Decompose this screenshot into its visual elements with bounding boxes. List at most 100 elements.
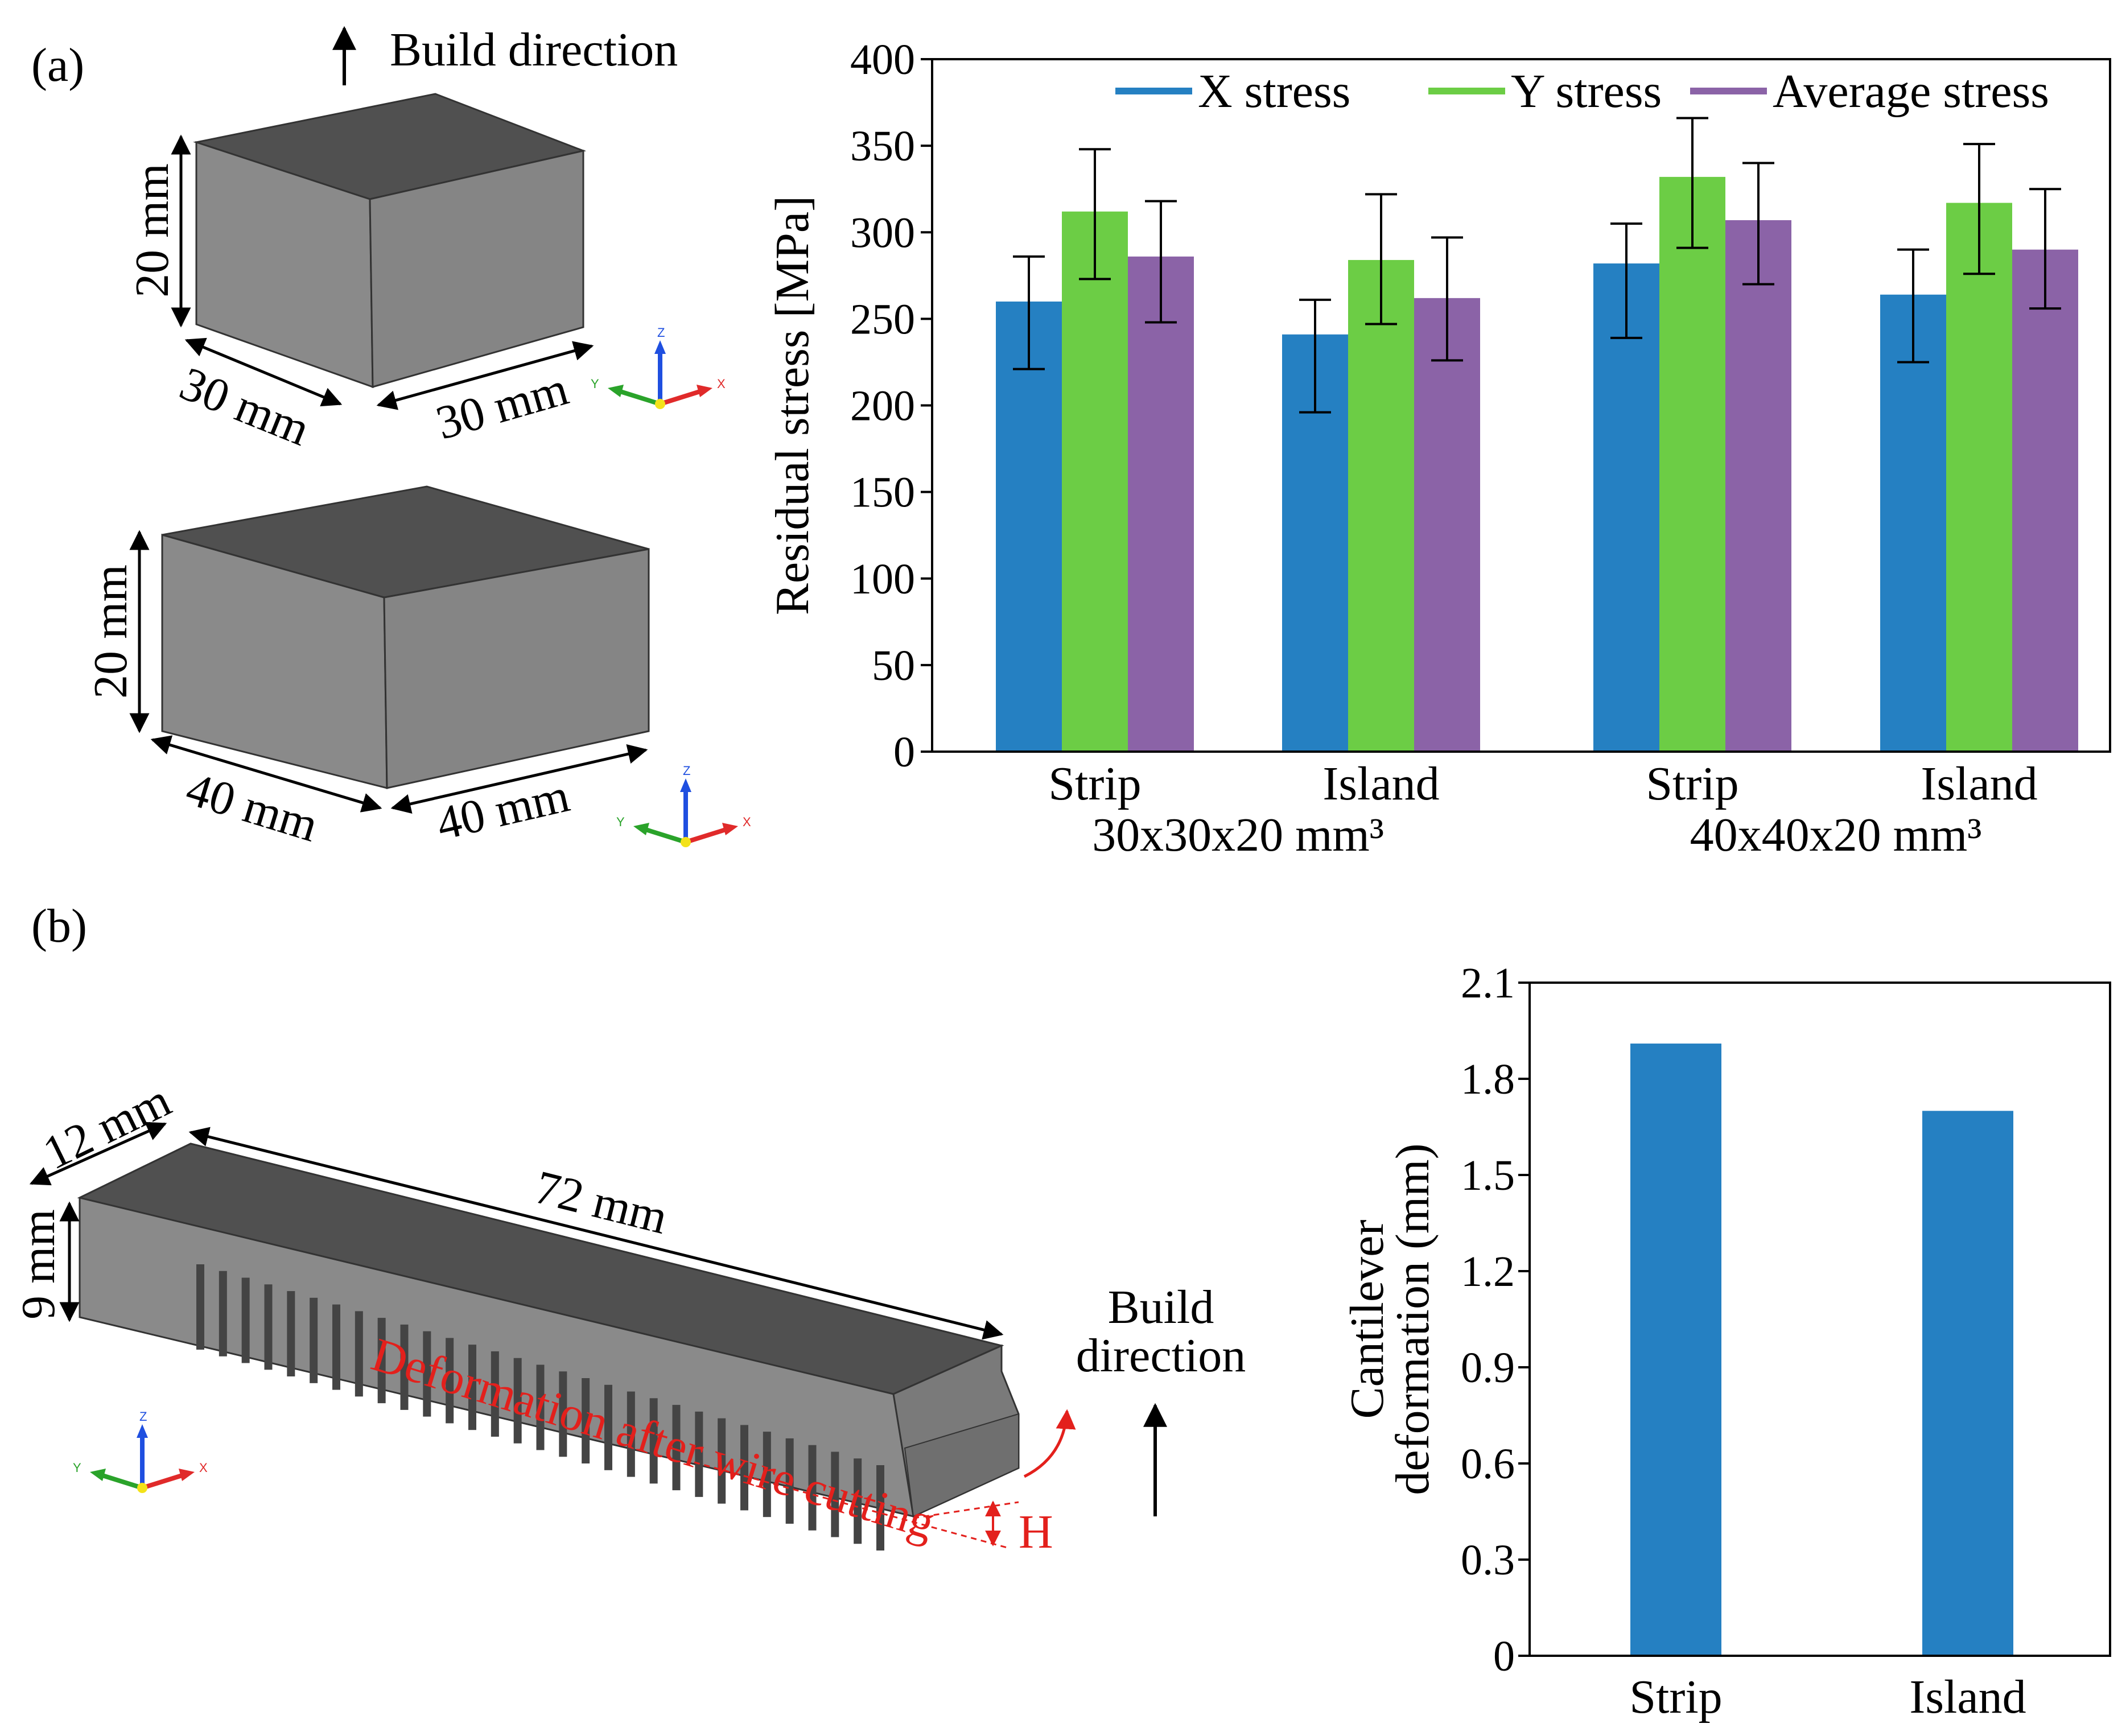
panel-a-label: (a): [31, 39, 84, 92]
legend-label: X stress: [1198, 65, 1350, 118]
cube1-right-face: [369, 150, 584, 388]
y-axis-label: Y: [73, 1461, 81, 1475]
cantilever-slot: [400, 1324, 409, 1410]
y-tick-label: 0.3: [1461, 1536, 1515, 1584]
panel-b-label: (b): [31, 900, 87, 952]
axes-triad-icon-1: Z Y X: [591, 325, 726, 409]
stress-bar: [1725, 220, 1791, 752]
cube-30x30x20: 20 mm 30 mm 30 mm: [126, 93, 594, 456]
cube1-right-width-label: 30 mm: [430, 362, 574, 450]
z-axis-label: Z: [683, 764, 690, 778]
cantilever-slot: [536, 1364, 545, 1450]
stress-bar: [996, 301, 1062, 752]
x-group-label: 30x30x20 mm³: [1092, 809, 1384, 861]
cantilever-slot: [649, 1398, 658, 1484]
cantilever-slot: [446, 1338, 454, 1424]
x-tick-label: Island: [1909, 1671, 2026, 1723]
y-tick-label: 400: [850, 36, 915, 84]
cantilever-slot: [241, 1277, 250, 1363]
x-tick-label: Island: [1322, 757, 1439, 810]
stress-bar: [1062, 211, 1128, 752]
cantilever-slot: [513, 1358, 522, 1444]
stress-bar: [1593, 263, 1659, 752]
cantilever-slot: [196, 1264, 204, 1350]
cube1-left-width-label: 30 mm: [173, 357, 317, 456]
x-tick-label: Strip: [1646, 757, 1738, 810]
cube2-right-width-arrow: [390, 744, 648, 814]
h-label: H: [1019, 1506, 1053, 1558]
y-tick-label: 0: [1493, 1632, 1515, 1680]
y-tick-label: 150: [850, 469, 915, 517]
cantilever-slot: [808, 1445, 817, 1531]
cube2-right-face: [383, 548, 650, 789]
cantilever-slot: [672, 1405, 681, 1491]
x-tick-label: Strip: [1048, 757, 1141, 810]
cube-40x40x20: 20 mm 40 mm 40 mm: [84, 485, 650, 852]
stress-bar: [1414, 298, 1480, 752]
cantilever-slot: [355, 1311, 363, 1397]
stress-bar: [1348, 259, 1414, 752]
cube1-height-label: 20 mm: [126, 163, 179, 298]
y-tick-label: 0.6: [1461, 1440, 1515, 1488]
cantilever-slot: [763, 1432, 771, 1518]
panel-b-illustration: (b) 12 mm 9 mm 72 mm Deformation after w…: [12, 900, 1246, 1558]
y-tick-label: 100: [850, 555, 915, 603]
y-tick-label: 1.8: [1461, 1055, 1515, 1103]
y-tick-label: 1.2: [1461, 1248, 1515, 1296]
height-dim-label: 9 mm: [12, 1209, 65, 1319]
cantilever-end-lower: [904, 1413, 1019, 1518]
y-tick-label: 2.1: [1461, 959, 1515, 1007]
cantilever-slot: [785, 1438, 794, 1524]
z-axis-label: Z: [139, 1409, 147, 1424]
y-axis-label: Y: [616, 815, 625, 829]
deformation-dashed-line: [694, 1461, 1008, 1549]
y-axis-title-line2: deformation (mm): [1386, 1143, 1439, 1495]
x-axis-label: X: [199, 1461, 208, 1475]
cube2-right-width-label: 40 mm: [432, 769, 575, 851]
length-dim-arrow: [188, 1127, 1004, 1340]
cantilever-slot: [264, 1284, 273, 1370]
axes-triad-icon-3: Z Y X: [73, 1409, 208, 1493]
legend-label: Average stress: [1773, 65, 2049, 118]
cube1-right-width-arrow: [376, 341, 594, 410]
length-dim-label: 72 mm: [530, 1161, 673, 1244]
cantilever-slot: [718, 1418, 726, 1504]
build-direction-label: Build direction: [390, 23, 678, 76]
cantilever-slot: [876, 1465, 884, 1551]
stress-bar: [1128, 256, 1194, 752]
cantilever-slot: [423, 1331, 431, 1417]
cube2-left-width-label: 40 mm: [180, 762, 324, 852]
stress-bar: [1880, 294, 1946, 752]
deformation-bar: [1630, 1044, 1721, 1656]
cantilever-slot: [627, 1391, 635, 1477]
axes-triad-icon-2: Z Y X: [616, 764, 751, 847]
y-axis-label: Y: [591, 377, 599, 391]
y-tick-label: 0.9: [1461, 1344, 1515, 1392]
stress-bar: [1946, 203, 2012, 752]
y-axis-title: Residual stress [MPa]: [766, 196, 819, 615]
y-tick-label: 50: [872, 642, 915, 690]
cantilever-deformation-chart: 0 0.3 0.6 0.9 1.2 1.5 1.8 2.1 Cantileverdeformat…: [1341, 959, 2111, 1723]
cantilever-slot: [559, 1371, 567, 1457]
y-axis-title-line1: Cantilever: [1341, 1220, 1394, 1419]
cantilever-slot: [854, 1458, 862, 1544]
residual-stress-chart: 0 50 100 150 200 250 300 350 400 Residual stress …: [766, 36, 2111, 861]
cantilever-slot: [287, 1291, 295, 1377]
cantilever-slot: [332, 1304, 340, 1390]
cube2-left-width-arrow: [150, 735, 382, 813]
x-tick-label: Strip: [1629, 1671, 1722, 1723]
y-tick-label: 1.5: [1461, 1152, 1515, 1199]
y-tick-label: 250: [850, 295, 915, 343]
deformation-curved-arrow: [1023, 1409, 1076, 1478]
deformation-dashed-end: [913, 1501, 1019, 1519]
plot-frame: [1528, 982, 2111, 1657]
cantilever-slot: [582, 1378, 590, 1464]
build-direction-line2: direction: [1076, 1329, 1246, 1382]
x-group-label: 40x40x20 mm³: [1690, 809, 1982, 861]
cantilever-slot: [831, 1452, 839, 1537]
x-axis-label: X: [743, 815, 751, 829]
cube1-left-width-arrow: [184, 337, 343, 407]
cantilever-slot: [219, 1271, 227, 1356]
cantilever-slot: [604, 1384, 612, 1470]
z-axis-label: Z: [657, 325, 665, 340]
